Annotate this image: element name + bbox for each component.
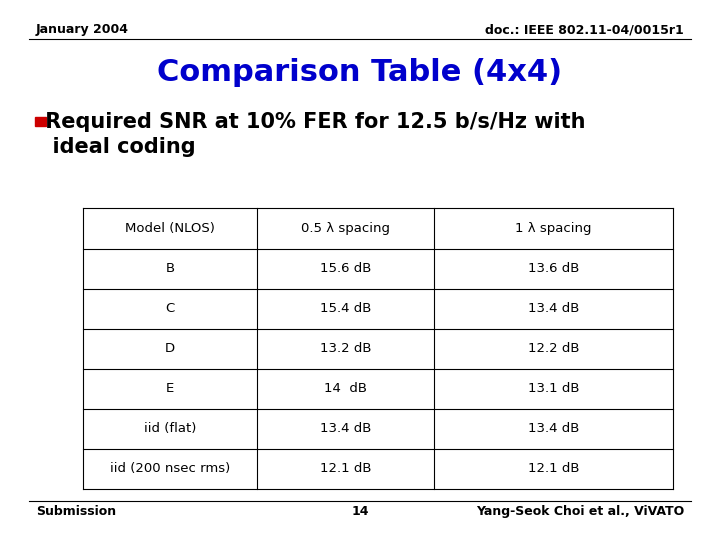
Text: B: B [166, 262, 174, 275]
Text: Comparison Table (4x4): Comparison Table (4x4) [158, 58, 562, 87]
Text: 13.4 dB: 13.4 dB [528, 422, 580, 435]
Text: 1 λ spacing: 1 λ spacing [516, 222, 592, 235]
Text: 14: 14 [351, 505, 369, 518]
Text: Submission: Submission [36, 505, 116, 518]
Text: 13.1 dB: 13.1 dB [528, 382, 580, 395]
Text: 13.6 dB: 13.6 dB [528, 262, 580, 275]
Text: 13.4 dB: 13.4 dB [528, 302, 580, 315]
Text: 13.2 dB: 13.2 dB [320, 342, 372, 355]
Text: iid (200 nsec rms): iid (200 nsec rms) [109, 462, 230, 475]
Text: Model (NLOS): Model (NLOS) [125, 222, 215, 235]
Text: Required SNR at 10% FER for 12.5 b/s/Hz with: Required SNR at 10% FER for 12.5 b/s/Hz … [38, 111, 585, 132]
Text: January 2004: January 2004 [36, 23, 129, 36]
Bar [35, 117, 45, 126]
Text: 12.1 dB: 12.1 dB [528, 462, 580, 475]
Text: Yang-Seok Choi et al., ViVATO: Yang-Seok Choi et al., ViVATO [476, 505, 684, 518]
Text: E: E [166, 382, 174, 395]
Text: C: C [166, 302, 174, 315]
Text: doc.: IEEE 802.11-04/0015r1: doc.: IEEE 802.11-04/0015r1 [485, 23, 684, 36]
Text: 0.5 λ spacing: 0.5 λ spacing [301, 222, 390, 235]
Text: 12.2 dB: 12.2 dB [528, 342, 580, 355]
Text: iid (flat): iid (flat) [144, 422, 196, 435]
Text: 14  dB: 14 dB [324, 382, 367, 395]
Text: ideal coding: ideal coding [38, 137, 196, 158]
Text: 15.6 dB: 15.6 dB [320, 262, 372, 275]
Text: 12.1 dB: 12.1 dB [320, 462, 372, 475]
Text: D: D [165, 342, 175, 355]
Text: 15.4 dB: 15.4 dB [320, 302, 372, 315]
Text: 13.4 dB: 13.4 dB [320, 422, 372, 435]
